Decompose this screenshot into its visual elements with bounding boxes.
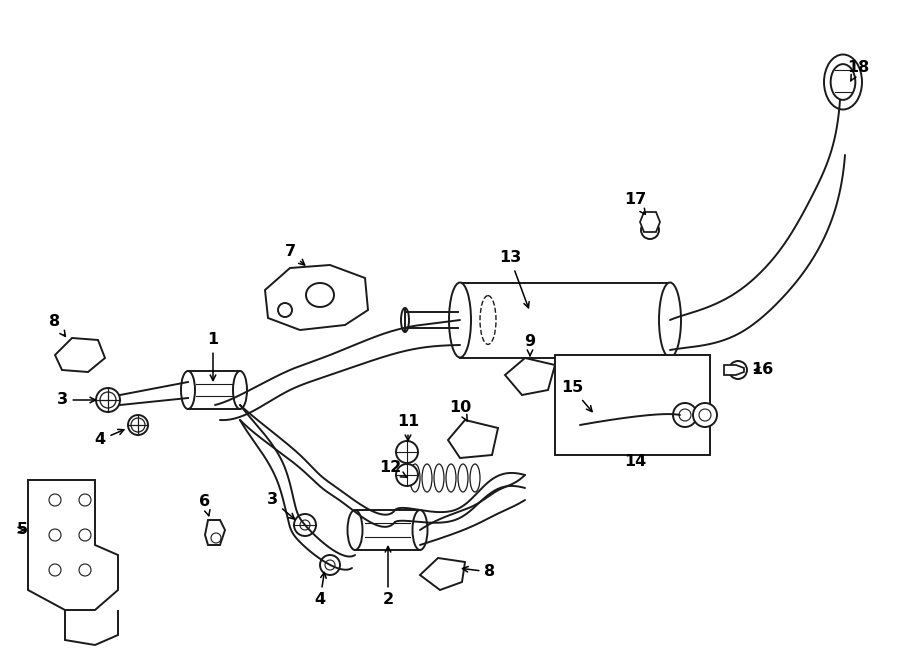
Circle shape xyxy=(49,564,61,576)
Ellipse shape xyxy=(396,441,418,463)
Polygon shape xyxy=(505,358,555,395)
Bar xyxy=(355,510,420,550)
Polygon shape xyxy=(205,520,225,545)
Ellipse shape xyxy=(181,371,195,409)
Circle shape xyxy=(278,303,292,317)
Ellipse shape xyxy=(306,283,334,307)
Text: 2: 2 xyxy=(382,547,393,607)
Circle shape xyxy=(79,564,91,576)
Bar xyxy=(188,371,240,409)
Text: 4: 4 xyxy=(94,430,124,447)
Polygon shape xyxy=(420,558,465,590)
Text: 10: 10 xyxy=(449,401,471,421)
Ellipse shape xyxy=(470,464,480,492)
Circle shape xyxy=(325,560,335,570)
Text: 8: 8 xyxy=(50,315,66,336)
Text: 4: 4 xyxy=(314,572,326,607)
Polygon shape xyxy=(55,338,105,372)
Ellipse shape xyxy=(401,308,409,332)
Circle shape xyxy=(49,494,61,506)
Text: 16: 16 xyxy=(751,362,773,377)
Ellipse shape xyxy=(824,54,862,110)
Circle shape xyxy=(79,494,91,506)
Text: 9: 9 xyxy=(525,334,535,356)
Polygon shape xyxy=(28,480,118,610)
Text: 12: 12 xyxy=(379,461,407,477)
Ellipse shape xyxy=(412,510,427,550)
Circle shape xyxy=(49,529,61,541)
Circle shape xyxy=(79,529,91,541)
Text: 11: 11 xyxy=(397,414,419,440)
Ellipse shape xyxy=(410,464,420,492)
Text: 13: 13 xyxy=(499,251,529,308)
Circle shape xyxy=(211,533,221,543)
Circle shape xyxy=(729,361,747,379)
Ellipse shape xyxy=(480,295,496,344)
Circle shape xyxy=(300,520,310,530)
Circle shape xyxy=(679,409,691,421)
Circle shape xyxy=(673,403,697,427)
Text: 3: 3 xyxy=(57,393,95,407)
Ellipse shape xyxy=(659,282,681,358)
Circle shape xyxy=(641,221,659,239)
Ellipse shape xyxy=(294,514,316,536)
Text: 5: 5 xyxy=(16,522,28,537)
Circle shape xyxy=(100,392,116,408)
Circle shape xyxy=(693,403,717,427)
Text: 8: 8 xyxy=(463,564,496,580)
Polygon shape xyxy=(724,365,744,375)
Ellipse shape xyxy=(128,415,148,435)
Polygon shape xyxy=(448,420,498,458)
Text: 18: 18 xyxy=(847,61,869,81)
Polygon shape xyxy=(640,212,660,232)
Ellipse shape xyxy=(831,64,855,100)
Text: 15: 15 xyxy=(561,381,592,412)
Text: 6: 6 xyxy=(200,494,211,516)
Ellipse shape xyxy=(434,464,444,492)
Ellipse shape xyxy=(320,555,340,575)
Text: 3: 3 xyxy=(266,492,294,519)
Ellipse shape xyxy=(458,464,468,492)
Ellipse shape xyxy=(449,282,471,358)
Circle shape xyxy=(131,418,145,432)
Circle shape xyxy=(699,409,711,421)
Ellipse shape xyxy=(233,371,247,409)
Text: 1: 1 xyxy=(207,332,219,381)
Ellipse shape xyxy=(96,388,120,412)
Bar xyxy=(555,355,710,455)
Ellipse shape xyxy=(422,464,432,492)
Bar xyxy=(460,283,670,358)
Text: 7: 7 xyxy=(284,245,304,265)
Text: 14: 14 xyxy=(624,455,646,469)
Ellipse shape xyxy=(396,464,418,486)
Ellipse shape xyxy=(446,464,456,492)
Ellipse shape xyxy=(347,510,363,550)
Polygon shape xyxy=(265,265,368,330)
Text: 17: 17 xyxy=(624,192,646,214)
